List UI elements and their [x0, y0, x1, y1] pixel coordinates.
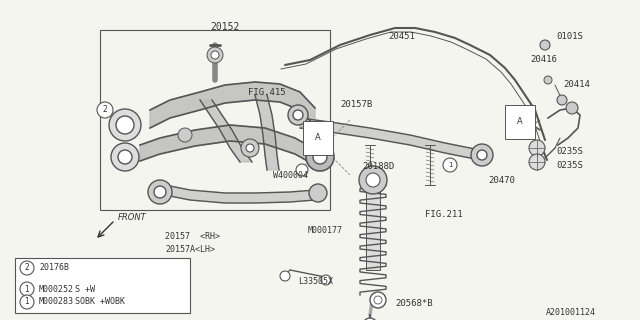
Circle shape	[306, 143, 334, 171]
Text: 20414: 20414	[563, 80, 590, 89]
Circle shape	[246, 144, 254, 152]
Polygon shape	[165, 185, 315, 203]
Text: 0101S: 0101S	[556, 32, 583, 41]
Text: A: A	[315, 133, 321, 142]
Text: 1: 1	[448, 162, 452, 168]
Text: 20470: 20470	[488, 176, 515, 185]
Circle shape	[280, 271, 290, 281]
Text: 20157  <RH>: 20157 <RH>	[165, 232, 220, 241]
Circle shape	[20, 295, 34, 309]
Text: FIG.211: FIG.211	[425, 210, 463, 219]
Text: 1: 1	[24, 284, 29, 293]
Circle shape	[359, 166, 387, 194]
Polygon shape	[300, 118, 480, 160]
Circle shape	[363, 318, 377, 320]
Circle shape	[111, 143, 139, 171]
Bar	[100, 30, 330, 210]
Circle shape	[366, 173, 380, 187]
Circle shape	[20, 261, 34, 275]
Circle shape	[109, 109, 141, 141]
Polygon shape	[150, 82, 315, 128]
Text: 1: 1	[24, 298, 29, 307]
Text: 20568*B: 20568*B	[395, 299, 433, 308]
Circle shape	[116, 116, 134, 134]
Circle shape	[154, 186, 166, 198]
Circle shape	[118, 150, 132, 164]
Circle shape	[20, 282, 34, 296]
Text: 0235S: 0235S	[556, 161, 583, 170]
Text: S +W: S +W	[75, 284, 95, 293]
Circle shape	[566, 102, 578, 114]
Text: 20451: 20451	[388, 32, 415, 41]
Circle shape	[321, 275, 331, 285]
Text: L33505X: L33505X	[298, 277, 333, 286]
Circle shape	[540, 40, 550, 50]
Text: A: A	[517, 117, 523, 126]
Polygon shape	[200, 100, 252, 162]
Circle shape	[293, 110, 303, 120]
Text: 2: 2	[24, 263, 29, 273]
Circle shape	[370, 292, 386, 308]
Circle shape	[443, 158, 457, 172]
Text: 20176B: 20176B	[39, 263, 69, 273]
Text: FRONT: FRONT	[118, 213, 147, 222]
Text: SOBK +WOBK: SOBK +WOBK	[75, 298, 125, 307]
Bar	[366, 185, 380, 270]
Text: A201001124: A201001124	[546, 308, 596, 317]
Circle shape	[97, 102, 113, 118]
Text: M000177: M000177	[308, 226, 343, 235]
Text: 2: 2	[102, 106, 108, 115]
Circle shape	[309, 184, 327, 202]
Text: 20188D: 20188D	[362, 162, 394, 171]
Circle shape	[148, 180, 172, 204]
Circle shape	[211, 51, 219, 59]
Circle shape	[477, 150, 487, 160]
Text: 20416: 20416	[530, 55, 557, 64]
Circle shape	[529, 154, 545, 170]
Circle shape	[313, 150, 327, 164]
Circle shape	[529, 140, 545, 156]
Circle shape	[288, 105, 308, 125]
Polygon shape	[140, 125, 320, 168]
Circle shape	[296, 164, 308, 176]
Circle shape	[241, 139, 259, 157]
Circle shape	[207, 47, 223, 63]
Text: 20157A<LH>: 20157A<LH>	[165, 245, 215, 254]
Circle shape	[471, 144, 493, 166]
Text: 20152: 20152	[210, 22, 239, 32]
Text: FIG.415: FIG.415	[248, 88, 285, 97]
Bar	[15, 258, 190, 313]
Circle shape	[557, 95, 567, 105]
Circle shape	[178, 128, 192, 142]
Text: M000283: M000283	[39, 298, 74, 307]
Circle shape	[374, 296, 382, 304]
Text: M000252: M000252	[39, 284, 74, 293]
Text: 0235S: 0235S	[556, 147, 583, 156]
Text: W400004: W400004	[273, 171, 308, 180]
Polygon shape	[255, 95, 279, 170]
Text: 20157B: 20157B	[340, 100, 372, 109]
Circle shape	[544, 76, 552, 84]
